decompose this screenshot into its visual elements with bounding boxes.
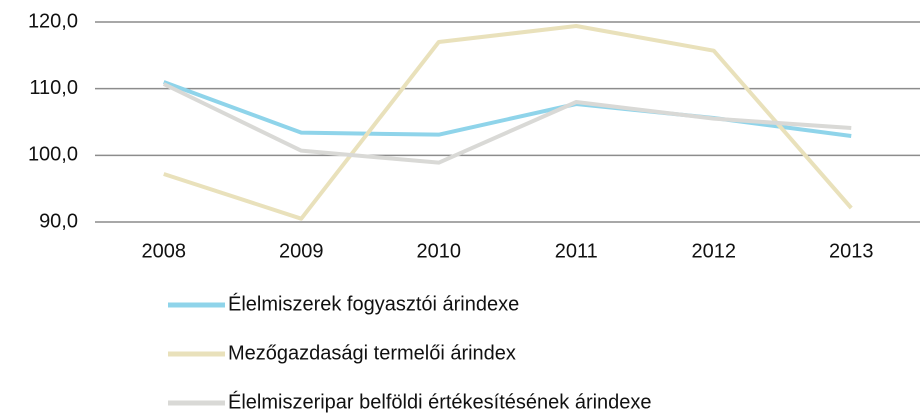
y-tick-label: 90,0 <box>39 210 78 232</box>
x-tick-label: 2009 <box>279 240 324 262</box>
legend-label: Élelmiszerek fogyasztói árindexe <box>228 292 519 315</box>
y-tick-label: 120,0 <box>28 10 78 32</box>
y-tick-label: 100,0 <box>28 144 78 166</box>
series-line <box>163 24 853 221</box>
x-tick-label: 2011 <box>555 240 598 262</box>
legend-label: Mezőgazdasági termelői árindex <box>228 342 516 364</box>
legend-label: Élelmiszeripar belföldi értékesítésének … <box>228 390 652 413</box>
y-tick-label: 110,0 <box>29 77 78 99</box>
x-tick-label: 2008 <box>142 240 187 262</box>
x-tick-label: 2012 <box>692 240 737 262</box>
x-tick-label: 2010 <box>417 240 462 262</box>
series-line <box>162 82 852 165</box>
x-tick-label: 2013 <box>829 240 874 262</box>
